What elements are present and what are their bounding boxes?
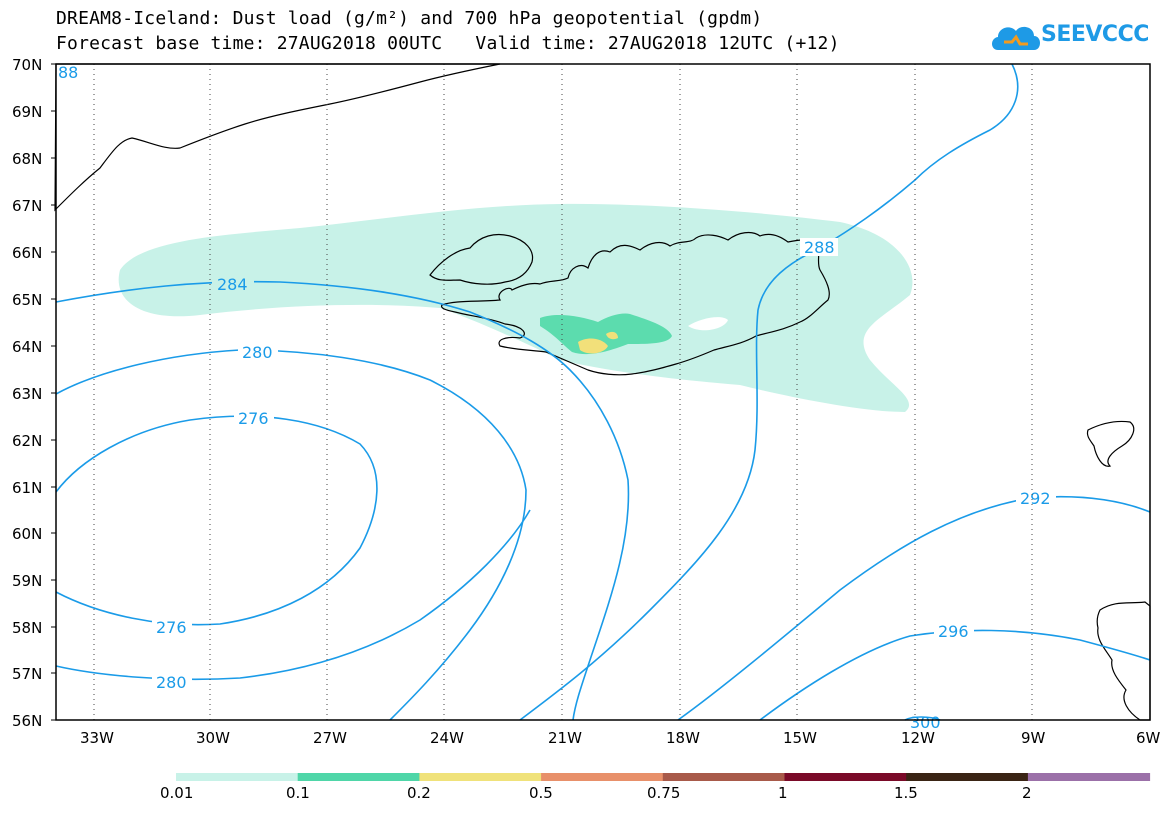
map-subtitle: Forecast base time: 27AUG2018 00UTC Vali…: [56, 33, 840, 54]
lat-label: 57N: [12, 665, 42, 683]
lat-label: 60N: [12, 525, 42, 543]
contour-label-280: 280: [242, 343, 273, 362]
lat-label: 62N: [12, 432, 42, 450]
contour-label-292: 292: [1020, 489, 1051, 508]
contour-296: [759, 629, 1151, 721]
contour-label-300: 300: [910, 713, 941, 732]
lon-label: 21W: [548, 729, 582, 747]
iceland-coast: [440, 231, 830, 376]
lat-label: 56N: [12, 712, 42, 730]
lon-label: 24W: [430, 729, 464, 747]
contour-284: [55, 280, 630, 721]
contour-276: [55, 415, 378, 626]
contour-280-lower: [55, 509, 531, 681]
contour-label-276-lower: 276: [156, 618, 187, 637]
colorbar-label: 0.01: [160, 784, 193, 802]
lon-label: 6W: [1136, 729, 1161, 747]
faroe-islands: [1086, 420, 1135, 467]
contour-288: [519, 63, 1019, 721]
colorbar-swatch: [662, 773, 785, 781]
dust-area-high: [578, 331, 618, 354]
colorbar-swatch: [176, 773, 299, 781]
dust-area-low: [118, 203, 913, 412]
contour-label-288: 288: [804, 238, 835, 257]
dust-area-mid: [540, 313, 672, 355]
lon-label: 18W: [666, 729, 700, 747]
colorbar-swatch: [541, 773, 664, 781]
colorbar: [176, 773, 1151, 781]
greenland-coast: [54, 63, 501, 212]
lon-label: 15W: [783, 729, 817, 747]
contour-label-284: 284: [217, 275, 248, 294]
colorbar-swatch: [1027, 773, 1151, 781]
colorbar-swatch: [297, 773, 420, 781]
lon-label: 27W: [313, 729, 347, 747]
cloud-icon: [992, 26, 1040, 50]
lat-label: 68N: [12, 150, 42, 168]
colorbar-label: 2: [1022, 784, 1032, 802]
contour-label-276: 276: [238, 409, 269, 428]
map-title: DREAM8-Iceland: Dust load (g/m²) and 700…: [56, 8, 763, 29]
lat-label: 64N: [12, 338, 42, 356]
contour-280: [55, 349, 527, 721]
lat-label: 69N: [12, 103, 42, 121]
lon-label: 33W: [80, 729, 114, 747]
lat-label: 59N: [12, 572, 42, 590]
lat-label: 61N: [12, 479, 42, 497]
lat-label: 65N: [12, 291, 42, 309]
colorbar-label: 1: [778, 784, 788, 802]
contour-292: [677, 496, 1151, 721]
lat-label: 70N: [12, 56, 42, 74]
lon-label: 12W: [901, 729, 935, 747]
dust-hole: [688, 317, 728, 331]
contour-label-280-lower: 280: [156, 673, 187, 692]
lat-label: 58N: [12, 619, 42, 637]
iceland-westfjords: [429, 233, 534, 285]
lat-label: 66N: [12, 244, 42, 262]
colorbar-label: 1.5: [894, 784, 918, 802]
lat-label: 67N: [12, 197, 42, 215]
contour-label-88: 88: [58, 63, 78, 82]
colorbar-swatch: [784, 773, 907, 781]
colorbar-swatch: [419, 773, 542, 781]
map-frame: [55, 63, 1151, 721]
colorbar-label: 0.75: [647, 784, 680, 802]
colorbar-label: 0.5: [529, 784, 553, 802]
colorbar-label: 0.1: [286, 784, 310, 802]
lat-label: 63N: [12, 385, 42, 403]
colorbar-label: 0.2: [407, 784, 431, 802]
logo-text: SEEVCCC: [1041, 22, 1149, 47]
scotland-coast: [1096, 601, 1151, 721]
contour-300: [904, 716, 941, 721]
colorbar-swatch: [906, 773, 1029, 781]
lon-label: 30W: [196, 729, 230, 747]
contour-label-296: 296: [938, 622, 969, 641]
lon-label: 9W: [1021, 729, 1046, 747]
